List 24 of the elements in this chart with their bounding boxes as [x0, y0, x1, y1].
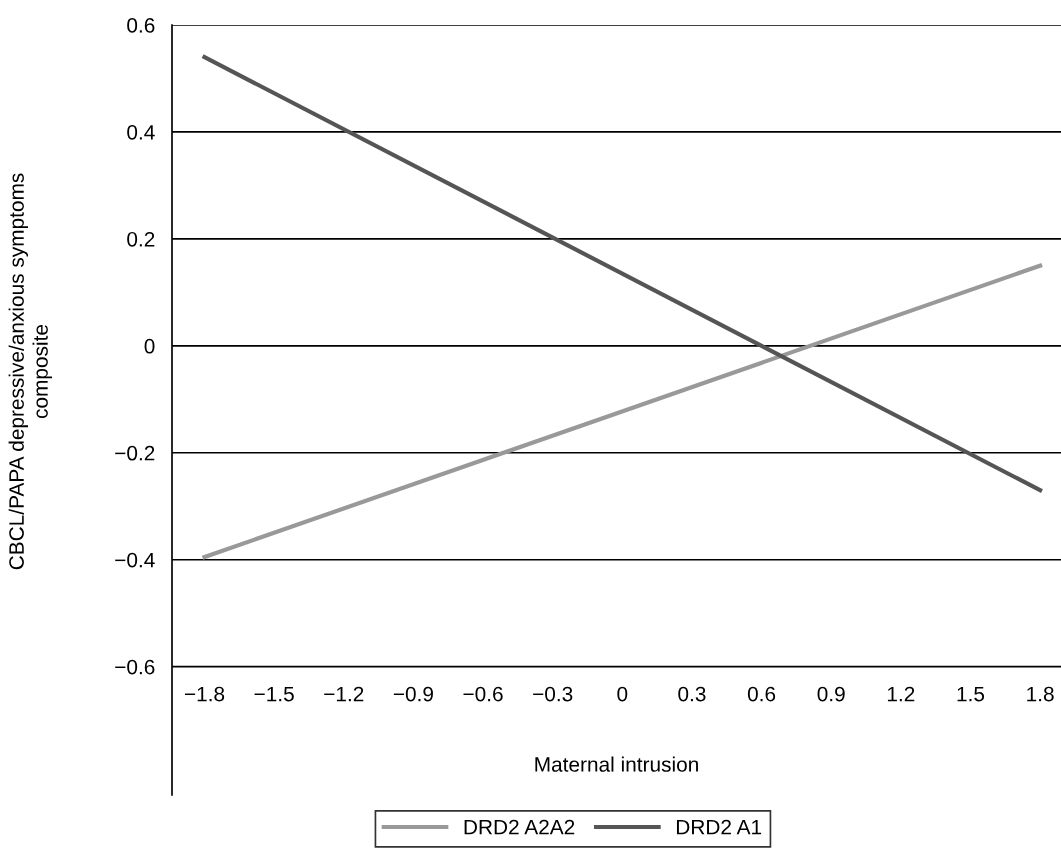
legend-label: DRD2 A2A2: [464, 819, 575, 835]
y-tick-label: 0: [144, 338, 155, 354]
y-tick-label: −0.4: [115, 552, 155, 568]
x-tick-label: 0.6: [747, 686, 776, 702]
x-tick-label: 1.8: [1027, 686, 1054, 702]
x-tick-label: −0.6: [463, 686, 503, 702]
x-tick-label: −1.5: [254, 686, 294, 702]
y-axis-title: CBCL/PAPA depressive/anxious symptoms composite: [8, 173, 52, 570]
x-tick-label: 0: [617, 686, 628, 702]
y-tick-label: 0.2: [127, 231, 155, 247]
x-tick-label: 1.5: [957, 686, 985, 702]
x-tick-label: 1.2: [887, 686, 915, 702]
x-tick-label: −0.9: [393, 686, 433, 702]
x-tick-label: 0.3: [678, 686, 706, 702]
y-tick-label: 0.6: [127, 18, 155, 33]
y-tick-label: 0.4: [127, 124, 155, 140]
x-axis-title: Maternal intrusion: [535, 756, 698, 772]
y-tick-label: −0.6: [115, 659, 155, 675]
x-tick-label: 0.9: [817, 686, 845, 702]
legend-label: DRD2 A1: [676, 819, 762, 835]
y-tick-label: −0.2: [115, 445, 155, 461]
x-tick-label: −1.2: [324, 686, 364, 702]
x-tick-label: −1.8: [184, 686, 225, 702]
x-tick-label: −0.3: [533, 686, 573, 702]
